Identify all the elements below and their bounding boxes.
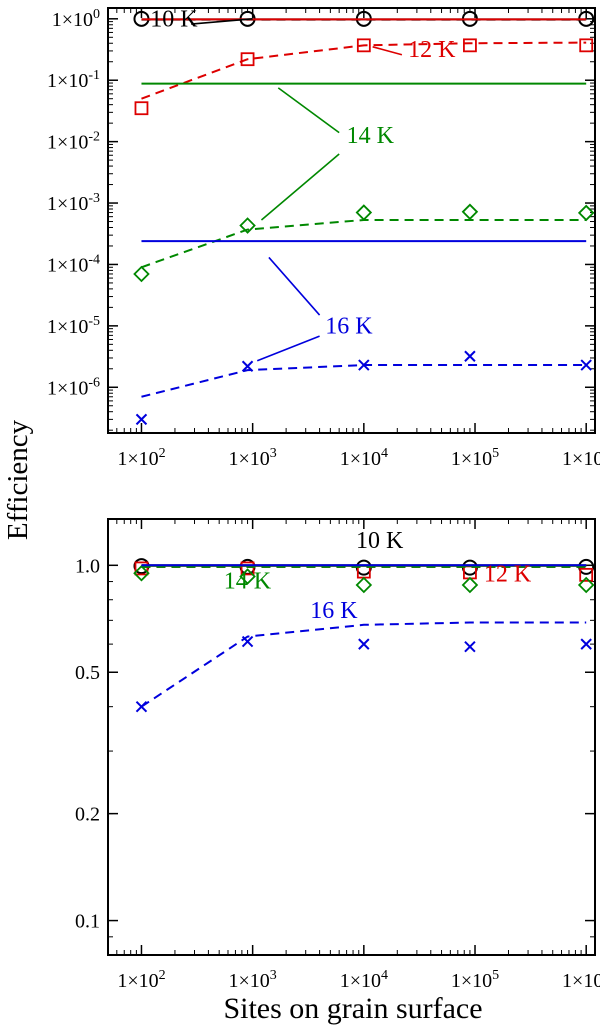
top-series-12k-marker (463, 38, 477, 53)
top-series-12k-marker (134, 101, 149, 116)
top-y-tick-label: 1×100 (52, 7, 100, 31)
top-x-tick-label: 1×105 (451, 446, 499, 470)
top-annotation-leader (191, 18, 253, 25)
top-series-16k-marker (241, 360, 254, 372)
bottom-x-tick-label: 1×103 (229, 968, 277, 992)
top-series-16k-marker (358, 359, 370, 371)
bottom-series-14k-marker (577, 576, 595, 594)
top-x-tick-label: 1×103 (229, 446, 277, 470)
x-axis-label: Sites on grain surface (223, 992, 482, 1025)
top-y-tick-label: 1×10-4 (47, 252, 100, 276)
bottom-series-16k-marker (580, 638, 592, 650)
top-annotation-leader (372, 46, 403, 56)
bottom-y-tick-label: 0.5 (75, 662, 100, 684)
top-annotation-label: 16 K (325, 314, 373, 340)
bottom-series-16k-marker (464, 641, 476, 653)
top-series-16k-marker (135, 413, 148, 426)
top-y-tick-label: 1×10-2 (47, 130, 100, 154)
top-series-14k-marker (461, 203, 479, 221)
top-annotation-label: 14 K (347, 123, 395, 149)
top-series-14k-marker (133, 265, 150, 283)
top-y-tick-label: 1×10-1 (47, 68, 100, 92)
bottom-annotation-label: 10 K (356, 528, 404, 554)
bottom-series-14k-marker (355, 576, 373, 594)
y-axis-label: Efficiency (2, 419, 34, 540)
top-annotation-leader (260, 87, 340, 221)
top-x-tick-label: 1×102 (117, 446, 165, 470)
bottom-annotation-label: 12 K (484, 562, 532, 588)
bottom-x-tick-label: 1×104 (340, 968, 388, 992)
top-series-14k-dashed-line (141, 218, 587, 269)
top-series-12k-marker (579, 38, 594, 53)
top-series-12k-dashed-line (141, 41, 587, 100)
bottom-series-14k-marker (461, 576, 479, 594)
top-series-16k-dashed-line (141, 364, 587, 398)
bottom-series-12k-marker (240, 561, 255, 576)
top-x-tick-label: 1×104 (340, 446, 388, 470)
bottom-y-tick-label: 0.1 (75, 911, 100, 933)
bottom-x-tick-label: 1×105 (451, 968, 499, 992)
top-series-16k-marker (580, 359, 592, 371)
top-annotation-label: 10 K (150, 6, 198, 32)
bottom-annotation-label: 14 K (224, 569, 272, 595)
bottom-annotation-label: 16 K (310, 598, 358, 624)
top-annotation-label: 12 K (408, 37, 456, 63)
bottom-x-tick-label: 1×102 (117, 968, 165, 992)
bottom-x-tick-label: 1×106 (562, 968, 600, 992)
top-x-tick-label: 1×106 (562, 446, 600, 470)
top-series-12k-marker (240, 52, 255, 67)
top-series-14k-marker (577, 204, 595, 222)
top-y-tick-label: 1×10-3 (47, 191, 100, 215)
bottom-series-12k-marker (579, 567, 594, 582)
bottom-panel: 1×102 1×103 1×104 1×105 1×106 1.0 0.5 0.2 0.1 10 … (75, 518, 600, 992)
bottom-series-12k-marker (134, 561, 149, 576)
bottom-series-16k-marker (358, 638, 370, 650)
top-annotation-leader (256, 256, 321, 362)
top-series-14k-marker (355, 204, 373, 221)
bottom-y-tick-label: 1.0 (75, 555, 100, 577)
bottom-series-16k-marker (135, 700, 148, 713)
top-plot-frame (107, 7, 596, 434)
bottom-y-tick-label: 0.2 (75, 804, 100, 826)
top-series-12k-marker (356, 38, 371, 53)
top-y-tick-label: 1×10-6 (47, 375, 100, 399)
bottom-plot-frame (107, 518, 596, 956)
bottom-series-16k-dashed-line (140, 621, 587, 708)
bottom-series-16k-marker (241, 635, 254, 648)
top-y-tick-label: 1×10-5 (47, 314, 100, 338)
top-panel: 1×102 1×103 1×104 1×105 1×106 1×100 1×10-1 1×10… (47, 6, 600, 470)
top-series-16k-marker (464, 350, 476, 362)
top-series-14k-marker (239, 217, 256, 234)
bottom-series-14k-marker (133, 564, 150, 582)
bottom-series-14k-marker (239, 568, 256, 585)
